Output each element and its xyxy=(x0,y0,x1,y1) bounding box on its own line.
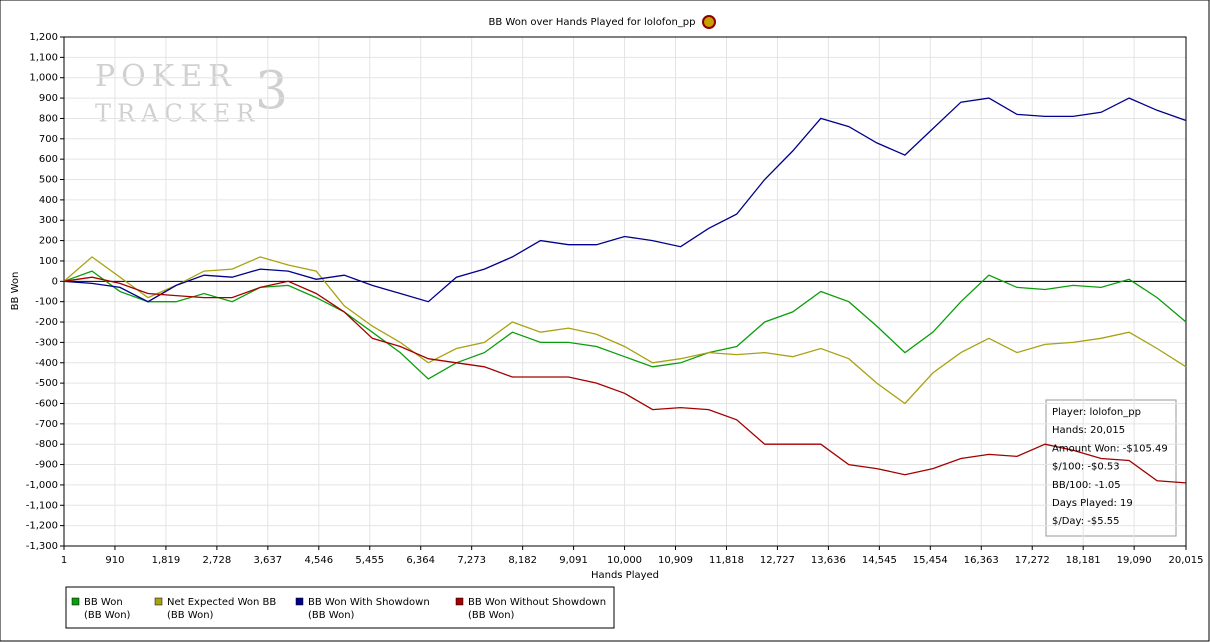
y-tick-label: -1,000 xyxy=(26,480,58,491)
y-tick-label: 1,100 xyxy=(29,52,58,63)
y-tick-label: 1,000 xyxy=(29,73,58,84)
watermark: POKER TRACKER 3 xyxy=(95,59,288,128)
y-tick-label: -200 xyxy=(35,317,58,328)
y-tick-label: 300 xyxy=(39,215,58,226)
x-tick-label: 18,181 xyxy=(1066,555,1101,566)
y-tick-label: 600 xyxy=(39,154,58,165)
stats-line: Player: lolofon_pp xyxy=(1052,407,1141,418)
y-tick-label: 1,200 xyxy=(29,32,58,43)
legend xyxy=(65,586,615,629)
x-tick-label: 11,818 xyxy=(709,555,744,566)
legend-swatch xyxy=(295,597,304,606)
plot-area xyxy=(63,36,1187,547)
x-tick-label: 19,090 xyxy=(1117,555,1152,566)
legend-unit: (BB Won) xyxy=(167,610,214,621)
x-tick-label: 6,364 xyxy=(406,555,435,566)
legend-label: BB Won xyxy=(84,597,123,608)
y-tick-label: 400 xyxy=(39,195,58,206)
y-axis-label: BB Won xyxy=(10,272,21,311)
y-tick-label: 800 xyxy=(39,113,58,124)
y-tick-label: 200 xyxy=(39,236,58,247)
legend-swatch xyxy=(154,597,163,606)
stats-line: Hands: 20,015 xyxy=(1052,425,1125,436)
x-tick-label: 16,363 xyxy=(964,555,999,566)
legend-label: BB Won Without Showdown xyxy=(468,597,606,608)
stats-line: $/Day: -$5.55 xyxy=(1052,516,1120,527)
y-tick-label: 500 xyxy=(39,175,58,186)
series-line xyxy=(63,256,1187,405)
x-tick-label: 13,636 xyxy=(811,555,846,566)
legend-label: BB Won With Showdown xyxy=(308,597,430,608)
y-tick-label: 700 xyxy=(39,134,58,145)
series-line xyxy=(63,276,1187,484)
watermark-text: POKER xyxy=(95,59,237,94)
legend-swatch xyxy=(71,597,80,606)
x-tick-label: 20,015 xyxy=(1169,555,1204,566)
stats-line: Amount Won: -$105.49 xyxy=(1052,443,1168,454)
x-tick-label: 2,728 xyxy=(203,555,232,566)
y-tick-label: -800 xyxy=(35,439,58,450)
y-tick-label: 900 xyxy=(39,93,58,104)
title-icon xyxy=(702,15,716,29)
x-tick-label: 1,819 xyxy=(152,555,181,566)
y-tick-label: -400 xyxy=(35,358,58,369)
x-tick-label: 10,000 xyxy=(607,555,642,566)
chart-title: BB Won over Hands Played for lolofon_pp xyxy=(489,17,696,28)
x-tick-label: 12,727 xyxy=(760,555,795,566)
legend-swatch xyxy=(455,597,464,606)
x-tick-label: 17,272 xyxy=(1015,555,1050,566)
y-tick-label: 100 xyxy=(39,256,58,267)
series-line xyxy=(63,270,1187,380)
y-tick-label: -1,300 xyxy=(26,541,58,552)
x-tick-label: 5,455 xyxy=(355,555,384,566)
stats-line: BB/100: -1.05 xyxy=(1052,480,1121,491)
y-tick-label: 0 xyxy=(52,276,58,287)
legend-unit: (BB Won) xyxy=(84,610,131,621)
x-tick-label: 910 xyxy=(105,555,124,566)
x-tick-label: 7,273 xyxy=(457,555,486,566)
x-tick-label: 10,909 xyxy=(658,555,693,566)
x-tick-label: 8,182 xyxy=(508,555,537,566)
y-tick-label: -100 xyxy=(35,297,58,308)
y-tick-label: -900 xyxy=(35,460,58,471)
stats-line: $/100: -$0.53 xyxy=(1052,462,1120,473)
y-tick-label: -1,200 xyxy=(26,521,58,532)
x-tick-label: 1 xyxy=(61,555,67,566)
legend-label: Net Expected Won BB xyxy=(167,597,276,608)
legend-unit: (BB Won) xyxy=(468,610,515,621)
stats-line: Days Played: 19 xyxy=(1052,498,1133,509)
x-tick-label: 15,454 xyxy=(913,555,948,566)
x-tick-label: 3,637 xyxy=(254,555,283,566)
stats-box xyxy=(1045,399,1177,537)
x-tick-label: 14,545 xyxy=(862,555,897,566)
y-tick-label: -600 xyxy=(35,398,58,409)
watermark-text: TRACKER xyxy=(95,100,260,128)
y-tick-label: -300 xyxy=(35,337,58,348)
legend-unit: (BB Won) xyxy=(308,610,355,621)
x-axis-label: Hands Played xyxy=(591,570,659,581)
x-tick-label: 4,546 xyxy=(304,555,333,566)
y-tick-label: -500 xyxy=(35,378,58,389)
series-line xyxy=(63,97,1187,303)
y-tick-label: -1,100 xyxy=(26,500,58,511)
y-tick-label: -700 xyxy=(35,419,58,430)
watermark-mark: 3 xyxy=(255,62,288,122)
x-tick-label: 9,091 xyxy=(559,555,588,566)
